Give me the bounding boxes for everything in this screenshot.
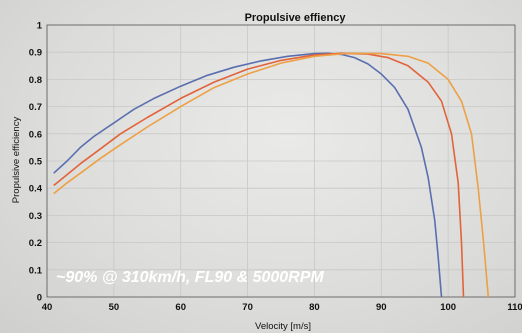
y-tick-label: 1 — [37, 21, 43, 32]
x-tick-labels: 40 50 60 70 80 90 100 110 — [42, 302, 522, 313]
x-tick-label: 50 — [109, 302, 120, 313]
chart-title: Propulsive effiency — [245, 12, 347, 24]
x-tick-label: 60 — [175, 302, 186, 313]
annotation-text: ~90% @ 310km/h, FL90 & 5000RPM — [56, 269, 324, 286]
y-tick-label: 0.9 — [29, 48, 42, 59]
y-tick-label: 0.8 — [29, 75, 42, 86]
x-tick-label: 40 — [42, 302, 53, 313]
x-axis-label: Velocity [m/s] — [255, 321, 311, 332]
plot-frame — [46, 24, 516, 298]
y-tick-labels: 0 0.1 0.2 0.3 0.4 0.5 0.6 0.7 0.8 0.9 1 — [29, 21, 43, 304]
y-tick-label: 0.2 — [29, 238, 42, 249]
y-tick-label: 0.1 — [29, 265, 43, 276]
series-line-2 — [53, 52, 465, 298]
y-tick-label: 0.5 — [29, 157, 43, 168]
x-tick-label: 80 — [309, 302, 320, 313]
series-lines — [53, 52, 490, 298]
x-tick-label: 100 — [440, 302, 456, 313]
series-line-3 — [53, 52, 490, 298]
y-tick-label: 0.7 — [29, 102, 42, 113]
grid — [46, 24, 516, 298]
series-line-1 — [53, 52, 443, 298]
y-axis-label: Propulsive efficiency — [11, 117, 22, 204]
x-tick-label: 90 — [376, 302, 387, 313]
y-tick-label: 0.3 — [29, 211, 42, 222]
y-tick-label: 0 — [37, 293, 42, 304]
y-tick-label: 0.6 — [29, 129, 42, 140]
x-tick-label: 70 — [242, 302, 253, 313]
y-tick-label: 0.4 — [29, 184, 43, 195]
x-tick-label: 110 — [507, 302, 522, 313]
